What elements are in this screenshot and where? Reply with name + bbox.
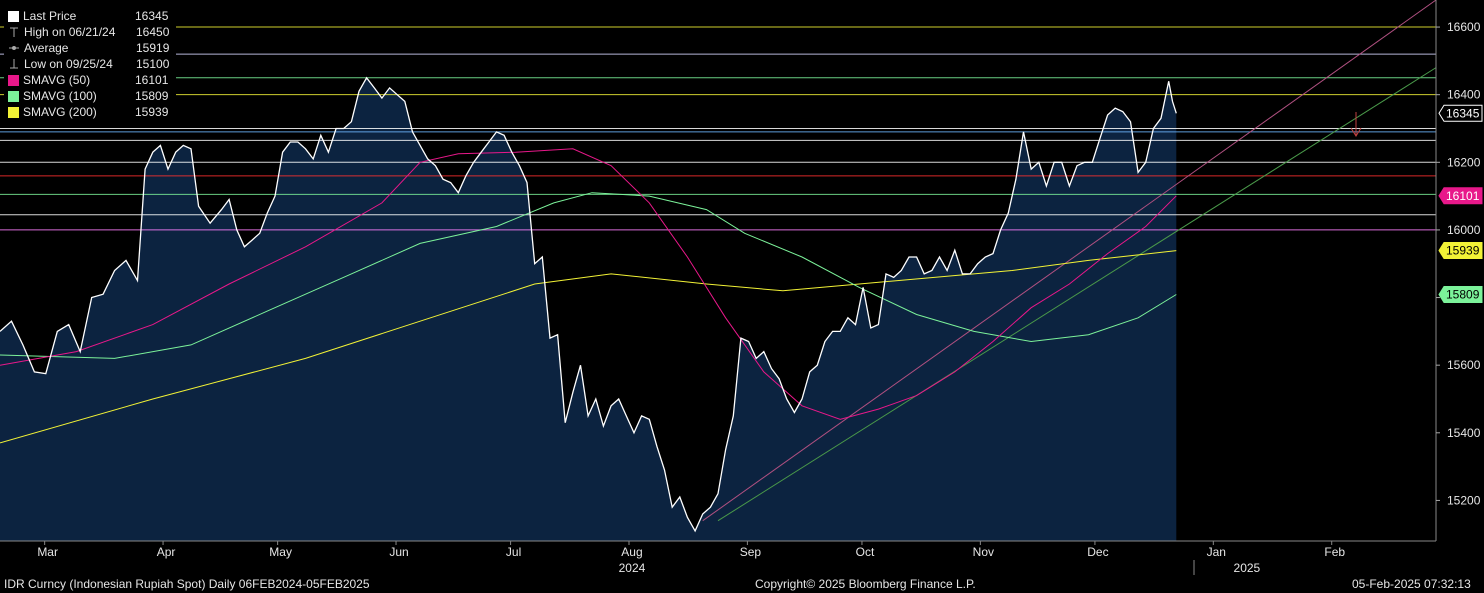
y-tick-label: 15400 bbox=[1447, 426, 1481, 440]
legend-label: SMAVG (200) bbox=[23, 105, 97, 119]
legend-value: 16450 bbox=[136, 25, 170, 39]
value-tag-label: 15939 bbox=[1446, 244, 1480, 258]
legend-label: Last Price bbox=[23, 9, 77, 23]
y-tick-label: 15600 bbox=[1447, 358, 1481, 372]
x-tick-label: Sep bbox=[740, 545, 762, 559]
x-tick-label: Aug bbox=[621, 545, 642, 559]
legend-marker-icon bbox=[8, 106, 19, 118]
legend-row: SMAVG (50) 16101 bbox=[8, 72, 172, 88]
y-tick-label: 16200 bbox=[1447, 155, 1481, 169]
y-tick-label: 15200 bbox=[1447, 493, 1481, 507]
legend-label: Low on 09/25/24 bbox=[24, 57, 113, 71]
value-tag bbox=[1438, 104, 1483, 122]
x-tick-label: Jul bbox=[506, 545, 521, 559]
legend-value: 15919 bbox=[136, 41, 170, 55]
x-year-label: 2025 bbox=[1234, 561, 1261, 575]
footer-bar: IDR Curncy (Indonesian Rupiah Spot) Dail… bbox=[0, 575, 1484, 593]
legend-row: Average 15919 bbox=[8, 40, 172, 56]
x-tick-label: Dec bbox=[1087, 545, 1108, 559]
x-tick-label: Feb bbox=[1324, 545, 1345, 559]
value-tag bbox=[1438, 242, 1483, 260]
value-tag bbox=[1438, 286, 1483, 304]
legend-row: SMAVG (100) 15809 bbox=[8, 88, 172, 104]
value-tag-label: 16101 bbox=[1446, 189, 1480, 203]
x-tick-label: Mar bbox=[37, 545, 58, 559]
footer-security-label: IDR Curncy (Indonesian Rupiah Spot) Dail… bbox=[4, 577, 370, 591]
value-tag-label: 16345 bbox=[1446, 106, 1480, 120]
price-chart: 1520015400156001580016000162001640016600… bbox=[0, 0, 1483, 575]
legend-marker-icon bbox=[8, 10, 19, 22]
y-tick-label: 16600 bbox=[1447, 20, 1481, 34]
trend-line bbox=[702, 0, 1437, 522]
x-tick-label: Oct bbox=[856, 545, 875, 559]
x-year-label: 2024 bbox=[619, 561, 646, 575]
trend-line bbox=[717, 67, 1437, 522]
x-tick-label: Apr bbox=[157, 545, 176, 559]
legend-value: 16101 bbox=[135, 73, 169, 87]
chart-legend: Last Price 16345 High on 06/21/24 16450 Aver… bbox=[4, 6, 176, 122]
x-tick-label: Jan bbox=[1207, 545, 1226, 559]
legend-row: High on 06/21/24 16450 bbox=[8, 24, 172, 40]
legend-marker-icon bbox=[8, 42, 20, 54]
legend-value: 15939 bbox=[135, 105, 169, 119]
legend-marker-icon bbox=[8, 58, 20, 70]
value-tag-label: 15809 bbox=[1446, 288, 1480, 302]
y-tick-label: 16000 bbox=[1447, 223, 1481, 237]
legend-value: 15809 bbox=[135, 89, 169, 103]
legend-value: 16345 bbox=[135, 9, 169, 23]
legend-label: SMAVG (50) bbox=[23, 73, 91, 87]
legend-row: Low on 09/25/24 15100 bbox=[8, 56, 172, 72]
legend-row: Last Price 16345 bbox=[8, 8, 172, 24]
value-tag bbox=[1438, 187, 1483, 205]
legend-value: 15100 bbox=[136, 57, 170, 71]
price-area-fill bbox=[0, 77, 1177, 542]
legend-marker-icon bbox=[8, 26, 20, 38]
down-arrow-icon bbox=[1350, 112, 1362, 137]
x-tick-label: May bbox=[269, 545, 292, 559]
y-tick-label: 16400 bbox=[1447, 88, 1481, 102]
legend-label: High on 06/21/24 bbox=[24, 25, 116, 39]
smavg-50-line bbox=[0, 148, 1177, 420]
smavg-100-line bbox=[0, 192, 1177, 359]
smavg-200-line bbox=[0, 250, 1177, 444]
footer-copyright: Copyright© 2025 Bloomberg Finance L.P. bbox=[755, 577, 976, 591]
legend-marker-icon bbox=[8, 90, 19, 102]
last-price-line bbox=[0, 76, 1177, 533]
footer-timestamp: 05-Feb-2025 07:32:13 bbox=[1352, 577, 1471, 591]
legend-marker-icon bbox=[8, 74, 19, 86]
legend-row: SMAVG (200) 15939 bbox=[8, 104, 172, 120]
x-tick-label: Nov bbox=[973, 545, 994, 559]
legend-label: SMAVG (100) bbox=[23, 89, 97, 103]
legend-label: Average bbox=[24, 41, 69, 55]
x-tick-label: Jun bbox=[389, 545, 408, 559]
